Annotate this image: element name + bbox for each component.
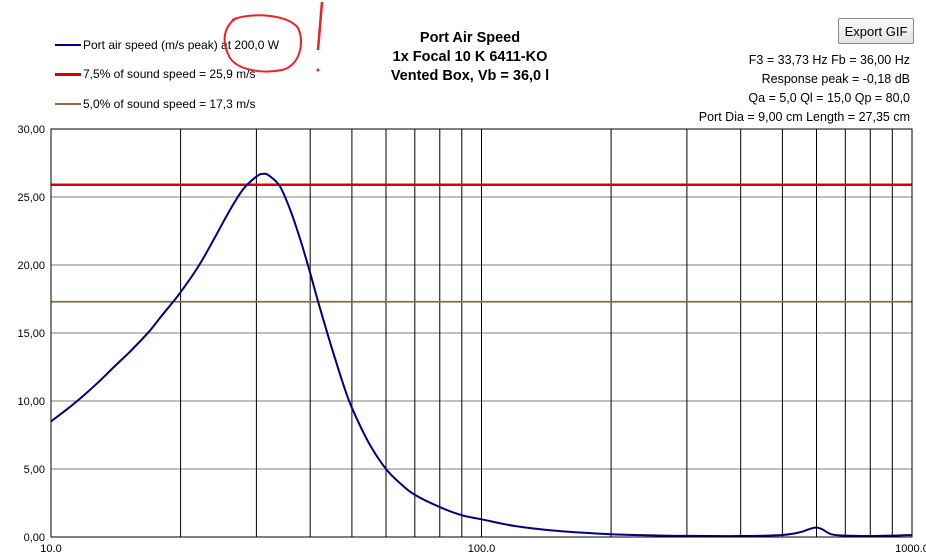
chart-title-line-1: Port Air Speed [419, 30, 521, 46]
y-tick-label: 15,00 [17, 328, 45, 340]
info-response-peak: Response peak = -0,18 dB [761, 72, 910, 86]
x-tick-label: 10.0 [40, 543, 61, 554]
chart-title-line-2: 1x Focal 10 K 6411-KO [392, 49, 548, 65]
chart-title-line-3: Vented Box, Vb = 36,0 l [390, 68, 550, 84]
series-curve-group [50, 172, 913, 538]
legend-swatch-7-5-percent [55, 72, 81, 76]
legend-label-7-5-percent: 7,5% of sound speed = 25,9 m/s [83, 67, 256, 81]
export-gif-button[interactable]: Export GIF [838, 18, 914, 44]
series-line-port-air-speed [50, 172, 913, 538]
legend-item-port-air-speed: Port air speed (m/s peak) at 200,0 W [55, 38, 279, 52]
legend-swatch-5-percent [55, 103, 81, 105]
chart-grid [51, 129, 912, 537]
info-q-values: Qa = 5,0 Ql = 15,0 Qp = 80,0 [748, 91, 910, 105]
y-tick-label: 5,00 [24, 464, 45, 476]
annotation-exclamation-stroke [316, 1, 324, 51]
y-tick-label: 10,00 [17, 396, 45, 408]
y-tick-label: 30,00 [17, 124, 45, 136]
info-f3-fb: F3 = 33,73 Hz Fb = 36,00 Hz [748, 53, 910, 67]
info-port-dimensions: Port Dia = 9,00 cm Length = 27,35 cm [698, 110, 910, 124]
plot-frame [50, 128, 913, 538]
y-tick-label: 0,00 [24, 532, 45, 544]
legend-item-5-percent: 5,0% of sound speed = 17,3 m/s [55, 97, 255, 111]
x-tick-label: 100.0 [468, 543, 496, 554]
x-tick-labels: 10.0 100.0 1000.0 [40, 543, 926, 554]
y-tick-label: 20,00 [17, 260, 45, 272]
legend-item-7-5-percent: 7,5% of sound speed = 25,9 m/s [55, 67, 255, 81]
x-tick-label: 1000.0 [895, 543, 926, 554]
annotation-exclamation-dot [316, 68, 320, 72]
legend-swatch-port-air-speed [55, 44, 81, 46]
legend-label-port-air-speed: Port air speed (m/s peak) at 200,0 W [83, 38, 280, 52]
y-tick-label: 25,00 [17, 192, 45, 204]
reference-lines [51, 183, 912, 303]
legend-label-5-percent: 5,0% of sound speed = 17,3 m/s [83, 97, 256, 111]
y-tick-labels: 0,00 5,00 10,00 15,00 20,00 25,00 30,00 [17, 124, 45, 544]
annotation-circle [223, 14, 302, 73]
